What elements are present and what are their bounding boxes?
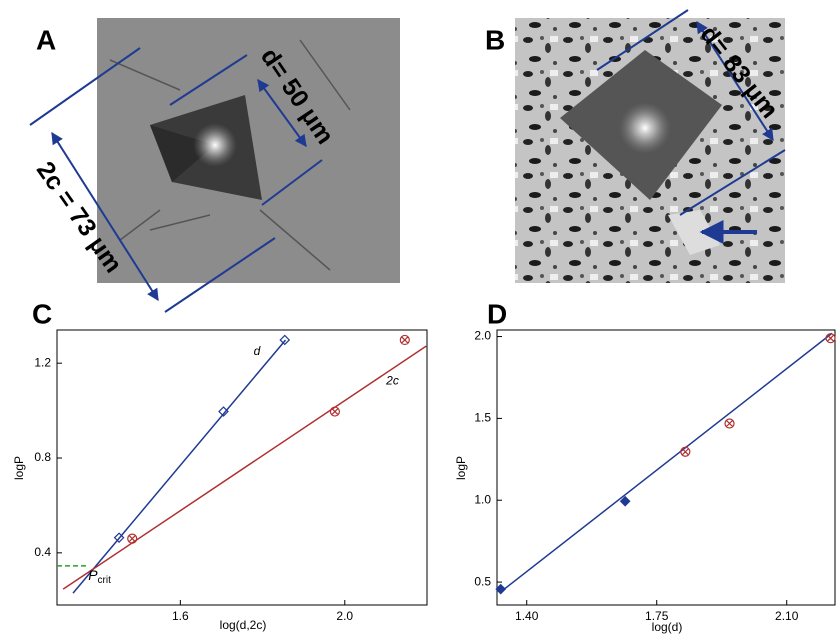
y-tick-label: 2.0 (474, 329, 491, 343)
y-tick-label: 0.8 (34, 450, 51, 464)
y-tick-label: 0.4 (34, 545, 51, 559)
x-tick-label: 2.10 (775, 609, 799, 623)
panel-label: B (485, 24, 505, 55)
critical-subscript: crit (98, 575, 112, 586)
x-axis-label: log(d,2c) (220, 618, 267, 632)
fit-line (501, 333, 832, 592)
marker (400, 335, 409, 344)
y-axis-label: logP (454, 456, 468, 480)
marker (496, 585, 505, 594)
page: A B C D d= 50 μm 2c = 73 μm d= 83 μm 1.6… (0, 0, 837, 636)
series-label: 2c (385, 373, 399, 387)
fit-line (63, 346, 426, 589)
marker (330, 407, 339, 416)
panel-label: C (32, 298, 52, 329)
y-axis-label: logP (12, 456, 26, 480)
micrograph-a (30, 18, 400, 312)
x-tick-label: 1.6 (172, 609, 189, 623)
figure: A B C D d= 50 μm 2c = 73 μm d= 83 μm 1.6… (0, 0, 837, 636)
y-tick-label: 1.0 (474, 492, 491, 506)
critical-label: Pcrit (88, 567, 111, 586)
panel-label: D (487, 298, 507, 329)
marker (725, 419, 734, 428)
panel-label: A (36, 24, 56, 55)
micrograph-b (515, 10, 785, 283)
marker (128, 534, 137, 543)
y-tick-label: 0.5 (474, 574, 491, 588)
y-tick-label: 1.2 (34, 355, 51, 369)
x-tick-label: 2.0 (336, 609, 353, 623)
series-label: d (254, 344, 261, 358)
x-tick-label: 1.40 (515, 609, 539, 623)
plot-frame (57, 330, 427, 605)
x-axis-label: log(d) (652, 620, 683, 634)
y-tick-label: 1.5 (474, 411, 491, 425)
fit-line (73, 340, 286, 593)
